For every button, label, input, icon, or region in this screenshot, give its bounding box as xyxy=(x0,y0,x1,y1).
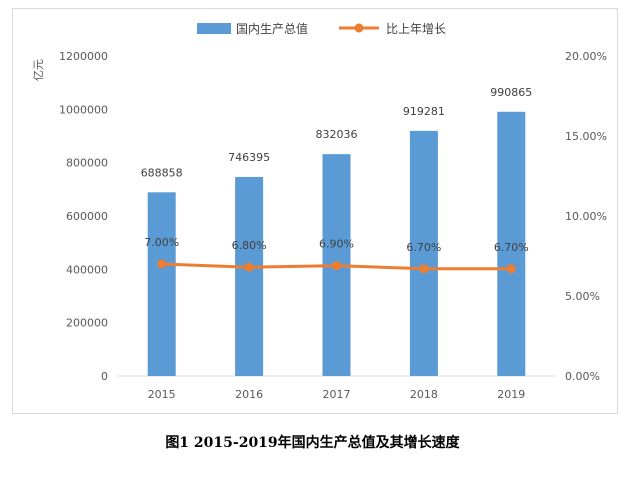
growth-data-label: 6.90% xyxy=(319,238,354,251)
x-tick-label: 2019 xyxy=(497,388,525,401)
bar xyxy=(497,111,526,376)
growth-data-label: 6.70% xyxy=(494,241,529,254)
growth-point xyxy=(332,261,341,271)
x-tick-label: 2018 xyxy=(410,388,438,401)
bar xyxy=(147,192,176,376)
bar-data-label: 919281 xyxy=(403,105,445,118)
y-tick-label: 400000 xyxy=(66,263,108,276)
y-tick-label: 1000000 xyxy=(59,103,108,116)
growth-point xyxy=(244,262,254,272)
bar-data-label: 832036 xyxy=(316,128,358,141)
growth-data-label: 7.00% xyxy=(144,236,179,249)
bar xyxy=(409,130,438,376)
figure-caption: 图1 2015-2019年国内生产总值及其增长速度 xyxy=(165,435,460,451)
x-tick-label: 2017 xyxy=(323,388,351,401)
x-tick-label: 2015 xyxy=(148,388,176,401)
y-tick-label: 200000 xyxy=(66,317,108,330)
y-tick-label: 800000 xyxy=(66,157,108,170)
legend-label-gdp: 国内生产总值 xyxy=(236,21,308,36)
bar-data-label: 990865 xyxy=(490,86,532,99)
y-axis-title: 亿元 xyxy=(32,59,45,81)
chart: 0 200000 400000 600000 800000 1000000 1200000 0… xyxy=(32,21,607,401)
y-tick-label: 600000 xyxy=(66,210,108,223)
x-tick-label: 2016 xyxy=(235,388,263,401)
bar xyxy=(235,176,264,376)
growth-point xyxy=(419,264,429,274)
y2-tick-label: 5.00% xyxy=(565,290,600,303)
y-tick-label: 1200000 xyxy=(59,50,108,63)
y2-tick-label: 0.00% xyxy=(565,370,600,383)
y-tick-label: 0 xyxy=(101,370,108,383)
chart-frame xyxy=(12,8,618,414)
legend-swatch-gdp xyxy=(197,23,231,34)
legend-marker-growth xyxy=(354,23,364,33)
bar-data-label: 746395 xyxy=(228,151,270,164)
growth-point xyxy=(506,264,516,274)
y2-tick-label: 20.00% xyxy=(565,50,607,63)
legend-label-growth: 比上年增长 xyxy=(386,22,446,36)
y2-tick-label: 15.00% xyxy=(565,130,607,143)
growth-data-label: 6.80% xyxy=(232,239,267,252)
bar-data-label: 688858 xyxy=(141,166,183,179)
growth-data-label: 6.70% xyxy=(406,241,441,254)
growth-point xyxy=(157,259,167,269)
y2-tick-label: 10.00% xyxy=(565,210,607,223)
